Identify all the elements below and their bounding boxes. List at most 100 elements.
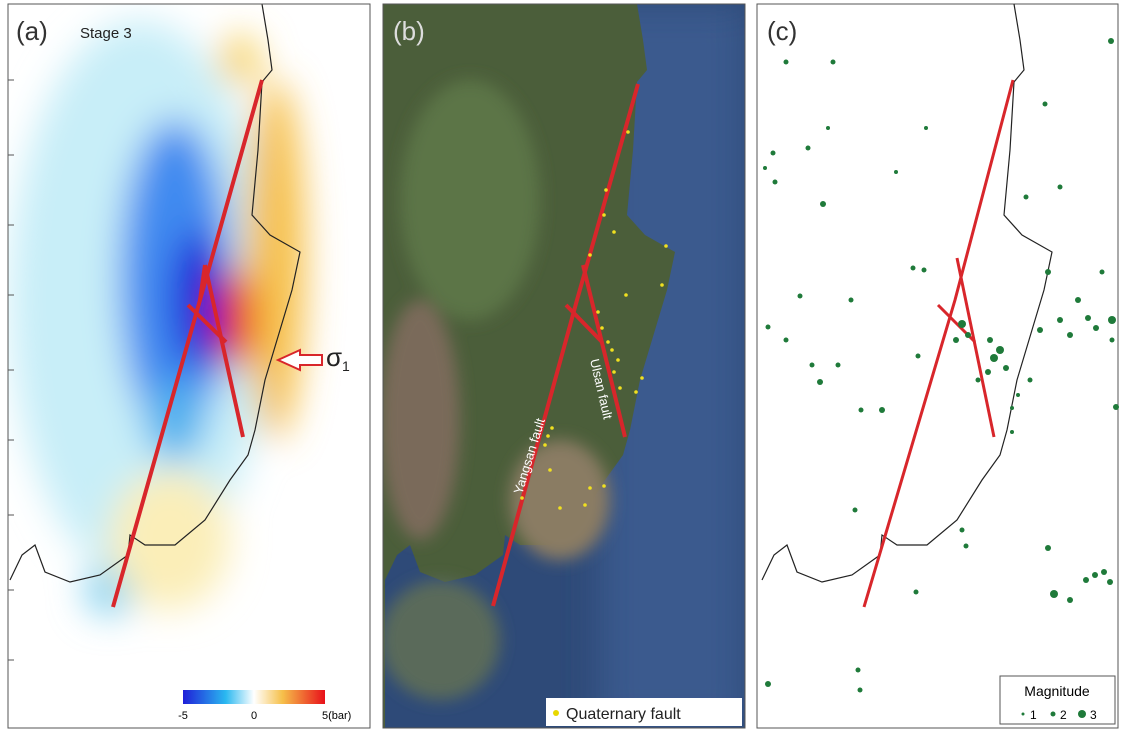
quaternary-fault-point	[606, 340, 610, 344]
quaternary-fault-point	[548, 468, 552, 472]
earthquake	[857, 687, 863, 693]
quaternary-fault-point	[600, 326, 604, 330]
quaternary-fault-point	[664, 244, 668, 248]
earthquake	[963, 543, 969, 549]
quaternary-faults	[520, 130, 668, 510]
legend-label: Quaternary fault	[566, 706, 681, 723]
earthquake	[1037, 327, 1043, 333]
earthquake	[958, 320, 966, 328]
stress-arrow	[275, 348, 323, 372]
earthquake	[835, 362, 841, 368]
earthquake	[809, 362, 815, 368]
earthquake	[855, 667, 861, 673]
quaternary-fault-point	[616, 358, 620, 362]
quaternary-fault-point	[612, 370, 616, 374]
earthquake	[826, 126, 830, 130]
sigma: σ	[326, 342, 342, 372]
earthquake	[915, 353, 921, 359]
earthquake	[913, 589, 919, 595]
earthquake	[959, 527, 965, 533]
earthquake	[1083, 577, 1089, 583]
earthquake	[1042, 101, 1048, 107]
colorbar-tick: 5(bar)	[322, 710, 351, 722]
legend-label: 3	[1090, 708, 1097, 722]
earthquake	[975, 377, 981, 383]
earthquakes	[763, 38, 1119, 693]
legend-title: Magnitude	[1024, 683, 1090, 699]
earthquake	[797, 293, 803, 299]
quaternary-fault-point	[618, 386, 622, 390]
satellite-map	[383, 4, 745, 728]
quaternary-fault-point	[612, 230, 616, 234]
earthquake	[1101, 569, 1107, 575]
earthquake	[1093, 325, 1099, 331]
quaternary-fault-point	[624, 293, 628, 297]
legend-marker	[1078, 710, 1086, 718]
colorbar-tick: 0	[251, 710, 257, 722]
quaternary-fault-point	[602, 484, 606, 488]
earthquake	[1067, 597, 1073, 603]
panel-label: (c)	[767, 16, 797, 46]
earthquake	[1027, 377, 1033, 383]
earthquake	[1108, 316, 1116, 324]
fault-lines	[111, 79, 264, 608]
quaternary-fault-point	[626, 130, 630, 134]
earthquake	[1050, 590, 1058, 598]
earthquake	[910, 265, 916, 271]
fault-lines	[491, 83, 640, 607]
earthquake	[953, 337, 959, 343]
quaternary-fault-point	[634, 390, 638, 394]
legend-label: 2	[1060, 708, 1067, 722]
earthquake	[852, 507, 858, 513]
sigma-sub: 1	[342, 358, 350, 374]
quaternary-fault-point	[583, 503, 587, 507]
quaternary-fault-point	[588, 486, 592, 490]
earthquake	[1057, 184, 1063, 190]
earthquake	[1075, 297, 1081, 303]
earthquake	[921, 267, 927, 273]
earthquake	[783, 59, 789, 65]
earthquake	[770, 150, 776, 156]
panel-frame	[7, 3, 371, 729]
quaternary-fault-point	[588, 253, 592, 257]
quaternary-fault-point	[596, 310, 600, 314]
legend-label: 1	[1030, 708, 1037, 722]
earthquake	[1003, 365, 1009, 371]
earthquake	[1045, 545, 1051, 551]
earthquake	[1107, 579, 1113, 585]
earthquake	[805, 145, 811, 151]
quaternary-fault-point	[660, 283, 664, 287]
earthquake	[1045, 269, 1051, 275]
panel-label: (a)	[16, 16, 48, 46]
earthquake	[924, 126, 928, 130]
legend-marker	[1050, 711, 1056, 717]
earthquake	[1099, 269, 1105, 275]
earthquake	[1057, 317, 1063, 323]
earthquake	[763, 166, 767, 170]
earthquake	[1010, 406, 1014, 410]
legend	[999, 675, 1116, 725]
earthquake	[848, 297, 854, 303]
earthquake	[1067, 332, 1073, 338]
earthquake	[1016, 393, 1020, 397]
earthquake	[1108, 38, 1114, 44]
earthquake	[1085, 315, 1091, 321]
quaternary-fault-point	[558, 506, 562, 510]
earthquake	[1092, 572, 1098, 578]
quaternary-fault-point	[543, 443, 547, 447]
earthquake	[1010, 430, 1014, 434]
earthquake	[990, 354, 998, 362]
colorbar-tick: -5	[178, 710, 188, 722]
earthquake	[894, 170, 898, 174]
quaternary-fault-point	[602, 213, 606, 217]
earthquake	[1113, 404, 1119, 410]
quaternary-fault-point	[640, 376, 644, 380]
earthquake	[1109, 337, 1115, 343]
panel-frame	[382, 3, 746, 729]
earthquake	[783, 337, 789, 343]
quaternary-fault-point	[604, 188, 608, 192]
earthquake	[879, 407, 885, 413]
quaternary-fault-point	[550, 426, 554, 430]
earthquake	[985, 369, 991, 375]
legend-marker	[1021, 712, 1025, 716]
